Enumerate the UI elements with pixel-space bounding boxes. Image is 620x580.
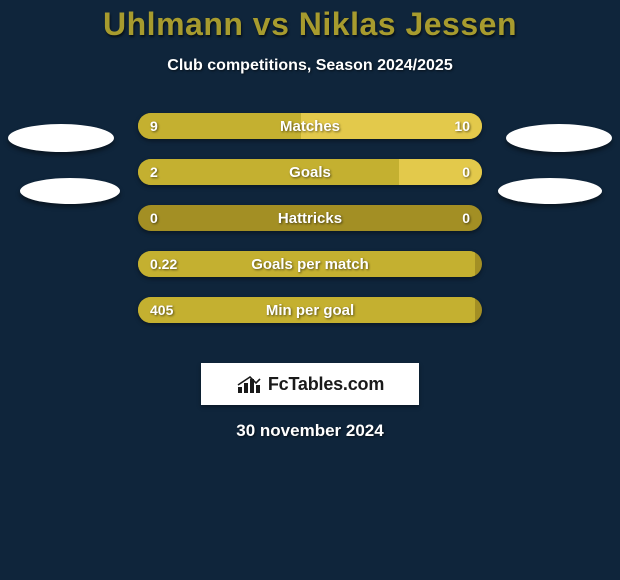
- bar-left-fill: [138, 251, 475, 277]
- bar-row-hattricks: 00Hattricks: [138, 205, 482, 231]
- bar-row-matches: 910Matches: [138, 113, 482, 139]
- brand-chart-icon: [236, 373, 262, 395]
- chart-stage: 910Matches 20Goals 00Hattricks 0.22Goals pe…: [0, 113, 620, 349]
- date-text: 30 november 2024: [0, 421, 620, 441]
- bar-row-mpg: 405Min per goal: [138, 297, 482, 323]
- player-right-ellipse-2: [498, 178, 602, 204]
- bar-right-fill: [399, 159, 482, 185]
- bar-row-gpm: 0.22Goals per match: [138, 251, 482, 277]
- page-title: Uhlmann vs Niklas Jessen: [0, 6, 620, 43]
- bar-right-fill: [301, 113, 482, 139]
- comparison-bars: 910Matches 20Goals 00Hattricks 0.22Goals pe…: [138, 113, 482, 343]
- player-left-ellipse-2: [20, 178, 120, 204]
- player-left-ellipse-1: [8, 124, 114, 152]
- bar-left-fill: [138, 113, 301, 139]
- brand-box: FcTables.com: [201, 363, 419, 405]
- player-right-ellipse-1: [506, 124, 612, 152]
- brand-text: FcTables.com: [268, 374, 384, 395]
- subtitle: Club competitions, Season 2024/2025: [0, 57, 620, 75]
- bar-left-fill: [138, 297, 475, 323]
- bar-left-fill: [138, 159, 399, 185]
- bar-row-goals: 20Goals: [138, 159, 482, 185]
- content: Uhlmann vs Niklas Jessen Club competitio…: [0, 0, 620, 441]
- bar-track: [138, 205, 482, 231]
